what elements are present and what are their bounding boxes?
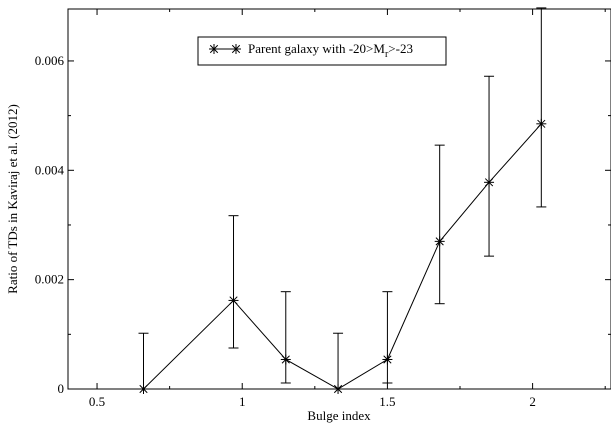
error-bar <box>333 332 344 390</box>
error-bar <box>484 75 495 257</box>
data-point <box>138 384 149 394</box>
x-tick-label: 1 <box>239 394 246 409</box>
error-bar <box>434 144 445 305</box>
x-tick-label: 1.5 <box>379 394 395 409</box>
data-point <box>333 384 344 394</box>
legend: Parent galaxy with -20>Mr>-23 <box>197 36 447 66</box>
y-tick-label: 0.002 <box>35 272 64 287</box>
legend-marker <box>209 44 219 54</box>
x-axis-label: Bulge index <box>307 408 371 423</box>
data-point <box>228 295 239 306</box>
error-bar <box>536 7 547 208</box>
legend-label: Parent galaxy with -20>Mr>-23 <box>248 41 413 60</box>
x-axis-ticks: 0.5 1 1.5 2 <box>89 9 606 409</box>
series-group <box>138 7 547 394</box>
legend-box <box>197 36 447 66</box>
legend-label-suffix: >-23 <box>388 41 413 56</box>
y-tick-label: 0.004 <box>35 162 65 177</box>
error-bar <box>138 332 149 390</box>
legend-label-subscript: r <box>385 49 389 60</box>
data-point <box>434 236 445 247</box>
series-line <box>143 123 542 390</box>
x-tick-label: 2 <box>529 394 536 409</box>
legend-marker <box>231 44 241 54</box>
data-point <box>536 118 547 129</box>
data-point <box>280 354 291 365</box>
error-bar <box>280 291 291 384</box>
y-axis-ticks: 0 0.002 0.004 0.006 <box>35 53 611 396</box>
legend-label-prefix: Parent galaxy with -20>M <box>248 41 385 56</box>
plot-area-frame <box>67 8 611 390</box>
data-point <box>382 354 393 365</box>
error-bar <box>382 291 393 384</box>
x-tick-label: 0.5 <box>89 394 105 409</box>
error-bar <box>228 215 239 349</box>
y-tick-label: 0 <box>58 381 65 396</box>
y-axis-label: Ratio of TDs in Kaviraj et al. (2012) <box>5 104 20 294</box>
data-point <box>484 177 495 188</box>
legend-markers <box>209 44 241 54</box>
y-tick-label: 0.006 <box>35 53 65 68</box>
